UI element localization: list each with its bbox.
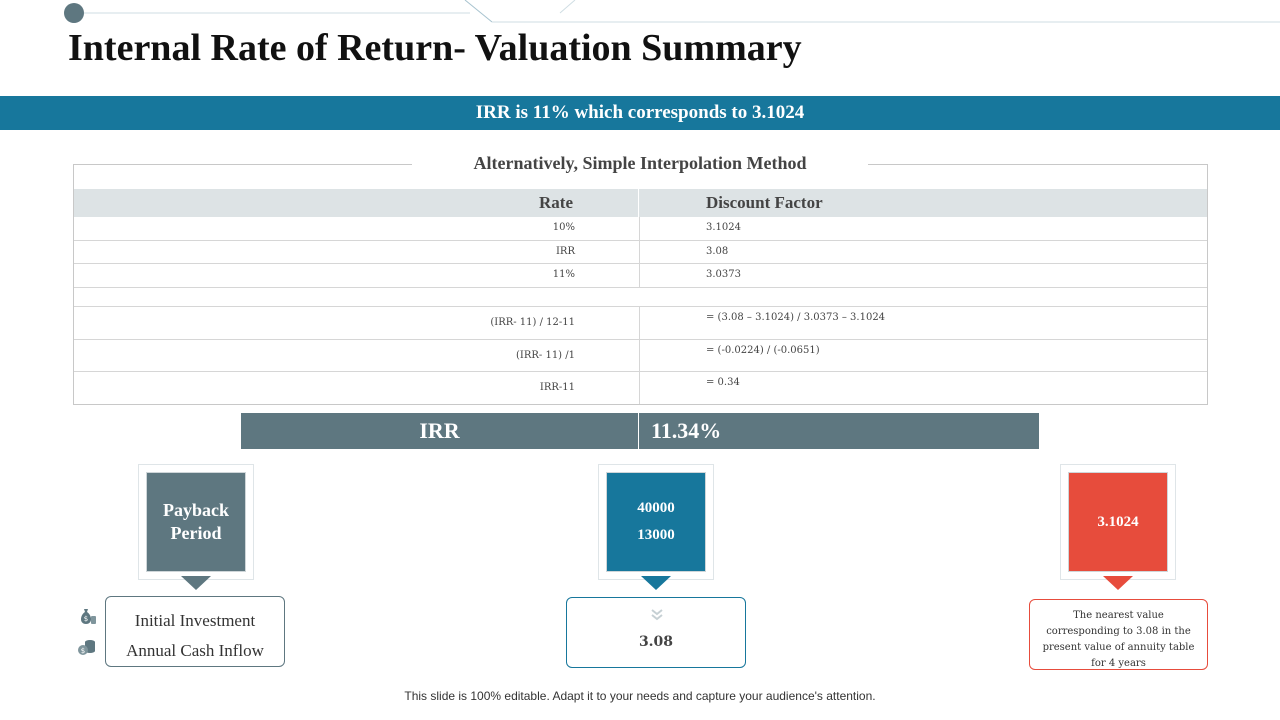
annuity-note-box: The nearest value corresponding to 3.08 … <box>1029 599 1208 670</box>
annuity-value: 3.1024 <box>1097 513 1139 530</box>
footer-note: This slide is 100% editable. Adapt it to… <box>404 689 876 703</box>
annuity-card-frame: 3.1024 <box>1060 464 1176 580</box>
cashflow-line2: 13000 <box>637 527 675 543</box>
coins-icon: $ <box>78 640 95 655</box>
payback-line1: Payback <box>162 500 229 520</box>
table-top-line-left <box>73 164 412 165</box>
payback-pointer <box>181 576 211 590</box>
irr-value: 11.34% <box>651 418 722 443</box>
svg-text:$: $ <box>84 615 88 623</box>
row-rate: 11% <box>552 269 575 280</box>
header-discount-factor: Discount Factor <box>706 193 823 212</box>
result-value: 3.08 <box>638 634 674 650</box>
cashflow-card: 40000 13000 <box>607 473 705 571</box>
payback-card-frame: Payback Period <box>138 464 254 580</box>
row-rate: 10% <box>552 222 575 233</box>
row-factor: = (3.08 – 3.1024) / 3.0373 – 3.1024 <box>706 312 886 323</box>
row-rate: (IRR- 11) / 12-11 <box>490 317 575 328</box>
table-row: IRR 3.08 <box>74 241 1207 264</box>
cashflow-line1: 40000 <box>637 500 675 516</box>
annuity-pointer <box>1103 576 1133 590</box>
irr-result-bar: IRR 11.34% <box>241 413 1039 449</box>
money-bag-icon: $ <box>81 609 96 624</box>
table-top-line-right <box>868 164 1208 165</box>
payback-card: Payback Period <box>147 473 245 571</box>
table-header: Rate Discount Factor <box>74 189 1207 217</box>
cashflow-pointer <box>641 576 671 590</box>
row-rate: IRR <box>555 246 575 257</box>
payback-line2: Period <box>170 523 222 543</box>
annuity-note-text: The nearest value corresponding to 3.08 … <box>1042 610 1195 669</box>
summary-banner: IRR is 11% which corresponds to 3.1024 <box>0 96 1280 130</box>
row-rate: (IRR- 11) /1 <box>515 350 575 361</box>
initial-investment-label: Initial Investment <box>134 611 256 630</box>
row-factor: 3.08 <box>706 246 729 257</box>
investment-box: Initial Investment Annual Cash Inflow <box>105 596 285 667</box>
table-row: 10% 3.1024 <box>74 217 1207 241</box>
row-factor: = (-0.0224) / (-0.0651) <box>706 345 820 356</box>
row-factor: = 0.34 <box>706 377 740 388</box>
annuity-card: 3.1024 <box>1069 473 1167 571</box>
table-row <box>74 288 1207 307</box>
interpolation-table: Rate Discount Factor 10% 3.1024 IRR 3.08… <box>73 164 1208 405</box>
double-chevron-down-icon <box>651 609 663 621</box>
row-factor: 3.0373 <box>706 269 741 280</box>
table-row: IRR-11 = 0.34 <box>74 372 1207 404</box>
row-rate: IRR-11 <box>539 382 575 393</box>
table-row: (IRR- 11) / 12-11 = (3.08 – 3.1024) / 3.… <box>74 307 1207 340</box>
svg-text:$: $ <box>81 647 85 655</box>
annual-cash-inflow-label: Annual Cash Inflow <box>126 641 264 660</box>
result-box: 3.08 <box>566 597 746 668</box>
header-decoration <box>64 0 1280 23</box>
cashflow-card-frame: 40000 13000 <box>598 464 714 580</box>
row-factor: 3.1024 <box>706 222 741 233</box>
table-caption: Alternatively, Simple Interpolation Meth… <box>473 153 807 173</box>
page-title: Internal Rate of Return- Valuation Summa… <box>68 27 802 69</box>
table-row: 11% 3.0373 <box>74 264 1207 288</box>
table-row: (IRR- 11) /1 = (-0.0224) / (-0.0651) <box>74 340 1207 372</box>
irr-label: IRR <box>241 413 639 449</box>
header-rate: Rate <box>74 189 639 217</box>
